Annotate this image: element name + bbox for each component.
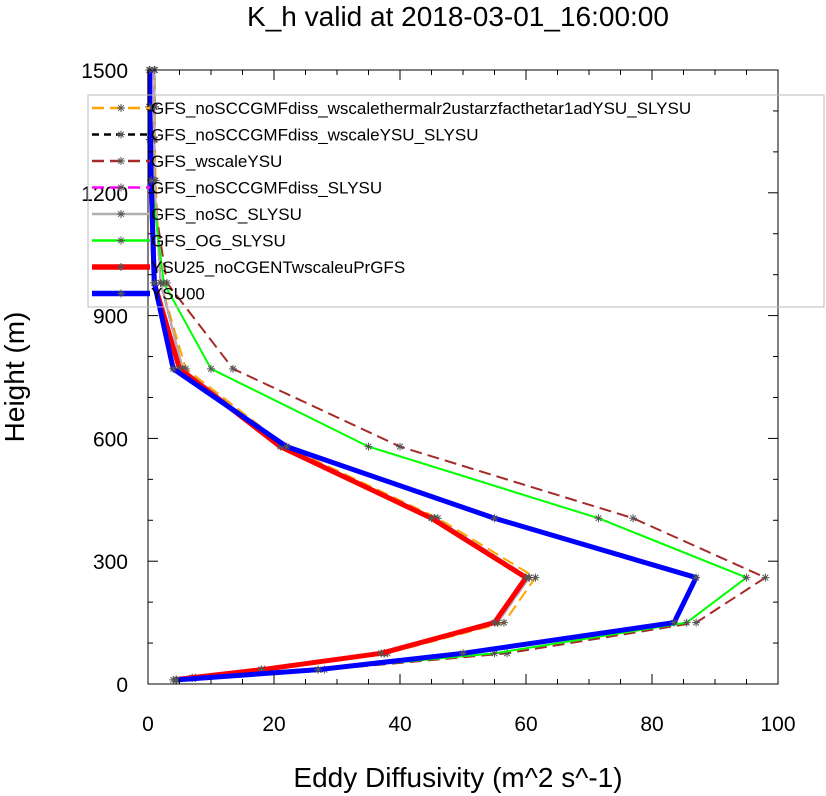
legend-marker bbox=[117, 289, 125, 298]
x-tick-label: 20 bbox=[262, 713, 285, 736]
series-marker-6 bbox=[522, 573, 530, 582]
series-marker-5 bbox=[364, 442, 373, 451]
series-marker-4 bbox=[150, 102, 159, 111]
legend-marker bbox=[117, 104, 125, 112]
legend-item: GFS_noSCCGMFdiss_SLYSU bbox=[92, 179, 382, 198]
legend-label: GFS_noSCCGMFdiss_SLYSU bbox=[151, 179, 382, 198]
series-marker-7 bbox=[150, 278, 159, 287]
series-marker-2 bbox=[503, 649, 512, 658]
series-marker-7 bbox=[490, 514, 499, 523]
series-marker-5 bbox=[742, 573, 751, 582]
series-marker-7 bbox=[314, 665, 323, 674]
legend-label: GFS_noSCCGMFdiss_wscaleYSU_SLYSU bbox=[151, 126, 479, 145]
legend-label: GFS_noSCCGMFdiss_wscalethermalr2ustarzfa… bbox=[151, 99, 691, 118]
series-marker-5 bbox=[682, 618, 691, 627]
x-tick-label: 80 bbox=[640, 713, 663, 736]
x-tick-label: 40 bbox=[388, 713, 411, 736]
series-marker-7 bbox=[692, 573, 701, 582]
x-tick-label: 100 bbox=[760, 713, 795, 736]
x-axis-label: Eddy Diffusivity (m^2 s^-1) bbox=[293, 762, 622, 793]
y-tick-label: 1500 bbox=[81, 60, 128, 83]
chart-title: K_h valid at 2018-03-01_16:00:00 bbox=[247, 1, 669, 32]
legend-item: GFS_wscaleYSU bbox=[92, 152, 282, 171]
legend-label: GFS_wscaleYSU bbox=[151, 152, 282, 171]
series-line-7 bbox=[147, 70, 699, 683]
series-marker-7 bbox=[282, 442, 291, 451]
legend-item: GFS_OG_SLYSU bbox=[92, 232, 286, 251]
legend-box bbox=[87, 94, 825, 308]
legend-marker bbox=[117, 210, 125, 218]
series-marker-6 bbox=[276, 442, 285, 451]
legend-marker bbox=[117, 130, 125, 139]
series-marker-7 bbox=[147, 176, 156, 185]
series-marker-7 bbox=[172, 675, 181, 684]
legend-item: GFS_noSCCGMFdiss_wscaleYSU_SLYSU bbox=[92, 126, 479, 145]
legend-marker bbox=[117, 263, 125, 271]
series-marker-5 bbox=[159, 278, 168, 287]
series-marker-2 bbox=[692, 618, 701, 627]
legend-marker bbox=[117, 183, 125, 192]
legend-label: YSU00 bbox=[151, 285, 205, 304]
legend-item: YSU00 bbox=[92, 285, 205, 304]
series-marker-2 bbox=[761, 573, 770, 582]
legend-label: GFS_OG_SLYSU bbox=[151, 232, 286, 251]
y-tick-label: 600 bbox=[93, 428, 128, 451]
series-marker-7 bbox=[670, 618, 679, 627]
plot-area bbox=[145, 66, 770, 684]
series-marker-2 bbox=[396, 442, 404, 451]
series-marker-5 bbox=[594, 514, 603, 523]
series-marker-5 bbox=[490, 649, 499, 658]
series-marker-6 bbox=[490, 618, 499, 627]
legend-marker bbox=[117, 236, 125, 245]
series-marker-6 bbox=[427, 514, 436, 523]
series-marker-5 bbox=[207, 364, 215, 373]
series-marker-2 bbox=[629, 514, 638, 523]
series-marker-6 bbox=[175, 364, 184, 373]
y-tick-label: 0 bbox=[116, 674, 128, 697]
series-marker-2 bbox=[229, 364, 238, 373]
y-tick-label: 900 bbox=[93, 306, 128, 329]
series-marker-7 bbox=[459, 649, 467, 658]
x-tick-label: 0 bbox=[142, 713, 154, 736]
y-tick-label: 300 bbox=[93, 551, 128, 574]
legend: GFS_noSCCGMFdiss_wscalethermalr2ustarzfa… bbox=[87, 94, 825, 308]
series-marker-0 bbox=[531, 573, 540, 582]
x-tick-label: 60 bbox=[514, 713, 537, 736]
legend-item: GFS_noSC_SLYSU bbox=[92, 205, 302, 224]
series-marker-7 bbox=[169, 364, 178, 373]
series-marker-6 bbox=[377, 649, 386, 658]
legend-label: GFS_noSC_SLYSU bbox=[151, 205, 302, 224]
legend-item: YSU25_noCGENTwscaleuPrGFS bbox=[92, 258, 405, 277]
legend-item: GFS_noSCCGMFdiss_wscalethermalr2ustarzfa… bbox=[92, 99, 691, 118]
series-marker-4 bbox=[150, 135, 159, 144]
series-marker-6 bbox=[257, 665, 266, 674]
y-axis-label: Height (m) bbox=[0, 312, 30, 443]
legend-label: YSU25_noCGENTwscaleuPrGFS bbox=[151, 258, 405, 277]
legend-marker bbox=[117, 157, 125, 165]
series-marker-0 bbox=[499, 618, 508, 627]
